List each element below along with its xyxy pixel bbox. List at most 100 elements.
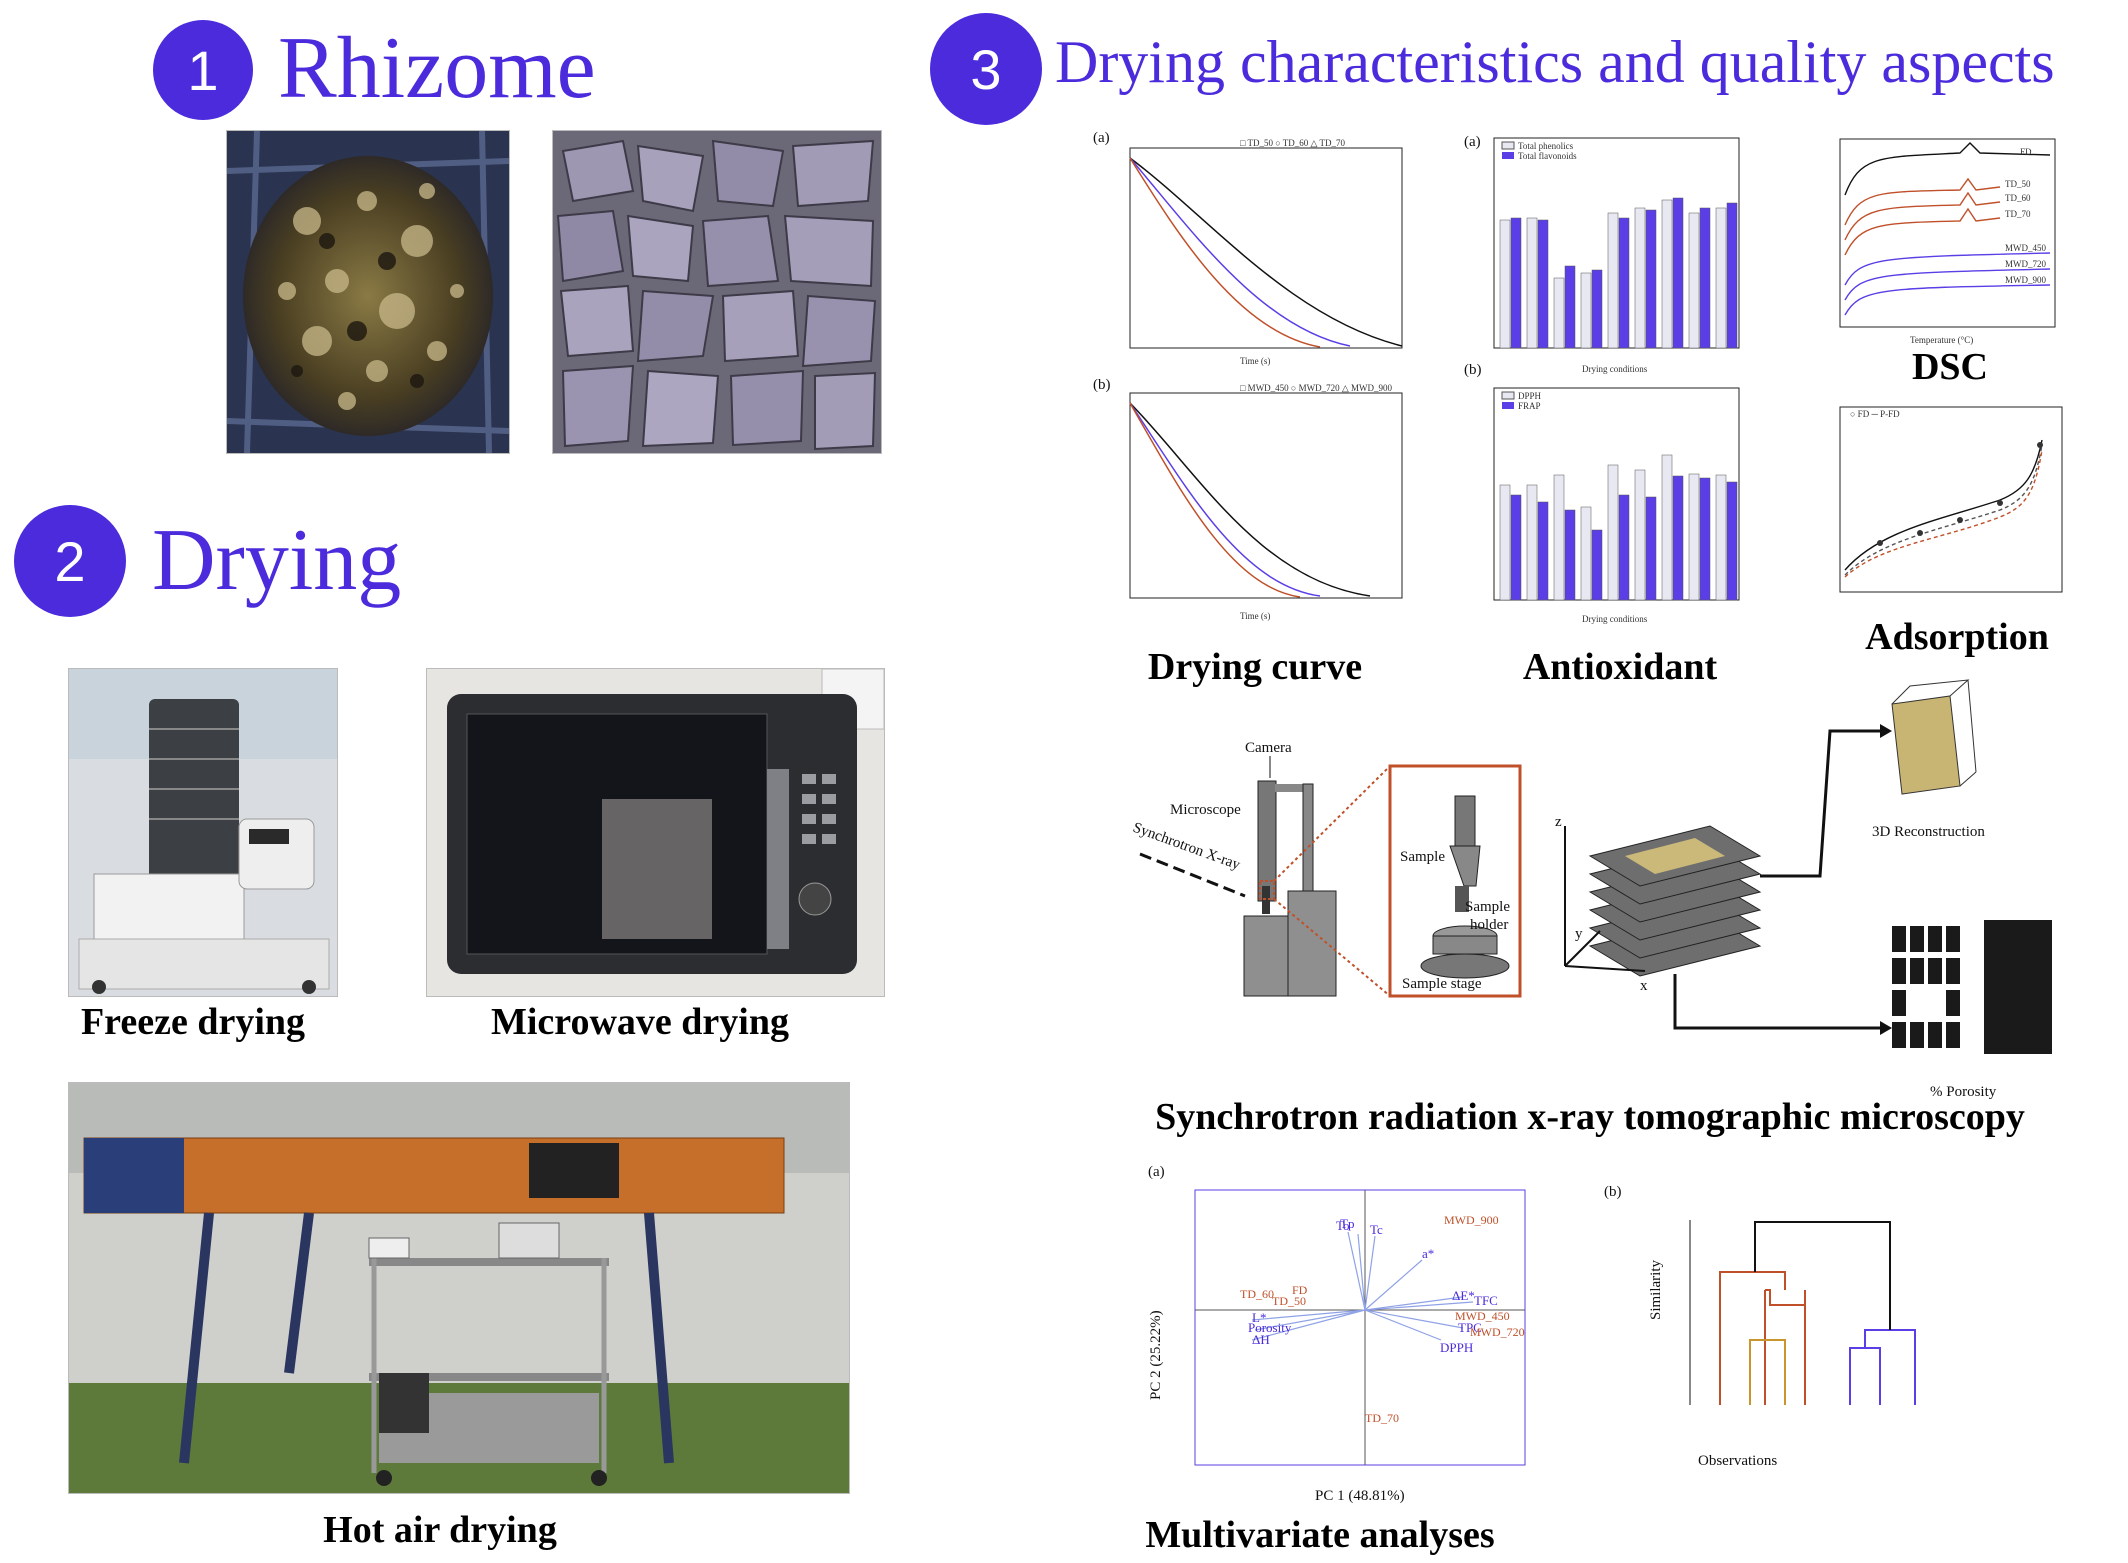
svg-text:Time (s): Time (s)	[1240, 356, 1270, 366]
svg-text:z: z	[1555, 814, 1562, 830]
adsorption-caption: Adsorption	[1865, 616, 2049, 658]
svg-text:MWD_450: MWD_450	[2005, 243, 2046, 253]
svg-text:(b): (b)	[1604, 1184, 1622, 1200]
svg-text:MWD_720: MWD_720	[2005, 259, 2046, 269]
svg-text:Drying conditions: Drying conditions	[1582, 614, 1648, 624]
svg-text:TD_70: TD_70	[2005, 209, 2031, 219]
svg-text:□ TD_50 ○ TD_60 △ TD_70: □ TD_50 ○ TD_60 △ TD_70	[1240, 138, 1346, 148]
svg-text:FD: FD	[2020, 147, 2032, 157]
sample-holder-label-1: Sample	[1465, 899, 1510, 915]
drying-curve-plot-a: (a) □ TD_50 ○ TD_60 △ TD_70 Time (s)	[1093, 130, 1403, 366]
svg-text:Tp: Tp	[1340, 1216, 1354, 1231]
dsc-plot: FD TD_50 TD_60 TD_70 MWD_450 MWD_720 MWD…	[1839, 138, 2056, 345]
svg-text:(a): (a)	[1148, 1164, 1165, 1180]
svg-text:MWD_450: MWD_450	[1455, 1309, 1510, 1323]
rhizome-photo-sliced	[552, 130, 882, 454]
microwave-photo	[426, 668, 885, 997]
svg-text:Total flavonoids: Total flavonoids	[1518, 151, 1577, 161]
freeze-dryer-photo	[68, 668, 338, 997]
svg-text:Drying conditions: Drying conditions	[1582, 364, 1648, 374]
antioxidant-bar	[1699, 477, 1711, 601]
antioxidant-caption: Antioxidant	[1522, 646, 1718, 688]
multivariate-caption: Multivariate analyses	[1145, 1514, 1495, 1556]
antioxidant-bar	[1526, 217, 1538, 349]
microwave-drying-caption: Microwave drying	[491, 1001, 789, 1043]
section-3-title: Drying characteristics and quality aspec…	[1055, 29, 2055, 95]
sample-label: Sample	[1400, 849, 1445, 865]
svg-text:Time (s): Time (s)	[1240, 611, 1270, 621]
section-2-number: 2	[14, 505, 126, 617]
svg-text:TPC: TPC	[1458, 1320, 1482, 1335]
camera-label: Camera	[1245, 740, 1292, 756]
microscope-label: Microscope	[1170, 802, 1241, 818]
svg-text:(b): (b)	[1464, 362, 1482, 378]
drying-a-tag: (a)	[1093, 130, 1110, 146]
svg-text:(a): (a)	[1464, 134, 1481, 150]
svg-text:Tc: Tc	[1370, 1222, 1383, 1237]
svg-text:DPPH: DPPH	[1518, 391, 1542, 401]
antioxidant-bar	[1564, 509, 1576, 601]
svg-text:ΔE*: ΔE*	[1452, 1288, 1475, 1303]
pca-biplot: (a) Tp To Tc a* ΔE* TFC TPC DPPH Porosit…	[1148, 1164, 1526, 1504]
svg-text:TD_50: TD_50	[1272, 1294, 1306, 1308]
antioxidant-bar	[1591, 269, 1603, 349]
svg-text:L*: L*	[1252, 1310, 1266, 1325]
porosity-label: % Porosity	[1930, 1084, 1997, 1100]
antioxidant-bar	[1499, 484, 1511, 601]
antioxidant-bar	[1715, 474, 1727, 601]
svg-text:PC 1 (48.81%): PC 1 (48.81%)	[1315, 1488, 1405, 1504]
svg-text:Porosity: Porosity	[1248, 1320, 1292, 1335]
svg-text:MWD_720: MWD_720	[1470, 1325, 1525, 1339]
svg-text:○ FD ─ P-FD: ○ FD ─ P-FD	[1850, 409, 1900, 419]
section-2-title: Drying	[152, 512, 402, 609]
svg-text:To: To	[1336, 1218, 1350, 1233]
antioxidant-bar	[1726, 202, 1738, 349]
svg-text:DPPH: DPPH	[1440, 1340, 1473, 1355]
svg-text:x: x	[1640, 978, 1648, 994]
svg-text:PC 2 (25.22%): PC 2 (25.22%)	[1148, 1310, 1164, 1400]
antioxidant-bar	[1580, 506, 1592, 601]
antioxidant-bar	[1564, 265, 1576, 349]
antioxidant-bar	[1634, 469, 1646, 601]
svg-text:ΔH: ΔH	[1252, 1332, 1270, 1347]
antioxidant-bar	[1661, 199, 1673, 349]
svg-text:a*: a*	[1422, 1246, 1434, 1261]
svg-text:y: y	[1575, 926, 1583, 942]
section-1-number: 1	[153, 20, 253, 120]
antioxidant-bar	[1672, 197, 1684, 349]
antioxidant-bar	[1510, 494, 1522, 601]
synchrotron-caption: Synchrotron radiation x-ray tomographic …	[1155, 1096, 2025, 1138]
sample-stage-label: Sample stage	[1402, 976, 1482, 992]
antioxidant-bar	[1607, 212, 1619, 349]
svg-text:(b): (b)	[1093, 377, 1111, 393]
antioxidant-bar	[1699, 207, 1711, 349]
antioxidant-bar	[1618, 494, 1630, 601]
antioxidant-bar	[1634, 207, 1646, 349]
svg-text:MWD_900: MWD_900	[1444, 1213, 1499, 1227]
adsorption-plot: ○ FD ─ P-FD	[1839, 406, 2063, 593]
section-1-title: Rhizome	[278, 20, 596, 117]
antioxidant-bar	[1580, 272, 1592, 349]
antioxidant-bar	[1537, 501, 1549, 601]
antioxidant-bar	[1645, 209, 1657, 349]
svg-text:TFC: TFC	[1474, 1293, 1498, 1308]
sample-holder-label-2: holder	[1470, 917, 1508, 933]
rhizome-photo-whole	[226, 130, 510, 454]
antioxidant-plot-b: (b) DPPH FRAP Drying conditions	[1464, 362, 1740, 624]
svg-text:Temperature (°C): Temperature (°C)	[1910, 335, 1973, 345]
dsc-caption: DSC	[1911, 346, 1989, 388]
antioxidant-bar	[1688, 212, 1700, 349]
svg-text:TD_60: TD_60	[2005, 193, 2031, 203]
antioxidant-bar	[1526, 484, 1538, 601]
antioxidant-bar	[1645, 496, 1657, 601]
antioxidant-plot-a: (a) Total phenolics Total flavonoids Dry…	[1464, 134, 1740, 374]
svg-text:□ MWD_450 ○ MWD_720 △ MWD_900: □ MWD_450 ○ MWD_720 △ MWD_900	[1240, 383, 1393, 393]
svg-text:TD_50: TD_50	[2005, 179, 2031, 189]
svg-text:MWD_900: MWD_900	[2005, 275, 2046, 285]
xray-label: Synchrotron X-ray	[1131, 820, 1243, 874]
reconstruction-label: 3D Reconstruction	[1872, 824, 1985, 840]
antioxidant-bar	[1726, 481, 1738, 601]
svg-text:Similarity: Similarity	[1648, 1260, 1664, 1321]
antioxidant-bar	[1715, 207, 1727, 349]
svg-text:FD: FD	[1292, 1283, 1308, 1297]
